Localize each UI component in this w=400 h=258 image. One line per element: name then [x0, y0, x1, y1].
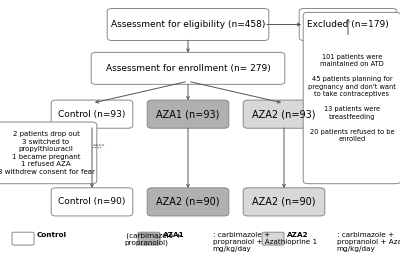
- Text: AZA2: AZA2: [287, 232, 308, 238]
- FancyBboxPatch shape: [243, 100, 325, 128]
- Text: AZA2 (n=90): AZA2 (n=90): [252, 197, 316, 207]
- FancyBboxPatch shape: [147, 188, 229, 216]
- Text: Assessment for enrollment (n= 279): Assessment for enrollment (n= 279): [106, 64, 270, 73]
- FancyBboxPatch shape: [303, 12, 400, 184]
- Text: : carbimazole +
propranolol + Azathioprine 1
mg/kg/day: : carbimazole + propranolol + Azathiopri…: [213, 232, 317, 252]
- Text: : carbimazole +
propranolol + Azathioprine 2
mg/kg/day: : carbimazole + propranolol + Azathiopri…: [337, 232, 400, 252]
- Text: Assessment for eligibility (n=458): Assessment for eligibility (n=458): [111, 20, 265, 29]
- FancyBboxPatch shape: [243, 188, 325, 216]
- Text: AZA2 (n=90): AZA2 (n=90): [156, 197, 220, 207]
- FancyBboxPatch shape: [138, 232, 160, 245]
- Text: AZA2 (n=93): AZA2 (n=93): [252, 109, 316, 119]
- FancyBboxPatch shape: [51, 100, 133, 128]
- Text: Excluded (n=179): Excluded (n=179): [307, 20, 389, 29]
- Text: 101 patients were
maintained on ATD

45 patients planning for
pregnancy and don': 101 patients were maintained on ATD 45 p…: [308, 54, 396, 142]
- Text: Control (n=93): Control (n=93): [58, 110, 126, 119]
- FancyBboxPatch shape: [262, 232, 284, 245]
- FancyBboxPatch shape: [107, 9, 269, 41]
- Text: Control: Control: [37, 232, 67, 238]
- FancyBboxPatch shape: [299, 9, 397, 41]
- FancyBboxPatch shape: [0, 122, 97, 184]
- FancyBboxPatch shape: [147, 100, 229, 128]
- Text: AZA1: AZA1: [163, 232, 184, 238]
- FancyBboxPatch shape: [51, 188, 133, 216]
- Text: Control (n=90): Control (n=90): [58, 197, 126, 206]
- Text: (carbimazole +
propranolol): (carbimazole + propranolol): [124, 232, 182, 246]
- FancyBboxPatch shape: [12, 232, 34, 245]
- Text: ****: ****: [93, 144, 106, 149]
- Text: AZA1 (n=93): AZA1 (n=93): [156, 109, 220, 119]
- FancyBboxPatch shape: [91, 52, 285, 84]
- Text: 2 patients drop out
3 switched to
propylthiouracil
1 became pregnant
1 refused A: 2 patients drop out 3 switched to propyl…: [0, 131, 94, 175]
